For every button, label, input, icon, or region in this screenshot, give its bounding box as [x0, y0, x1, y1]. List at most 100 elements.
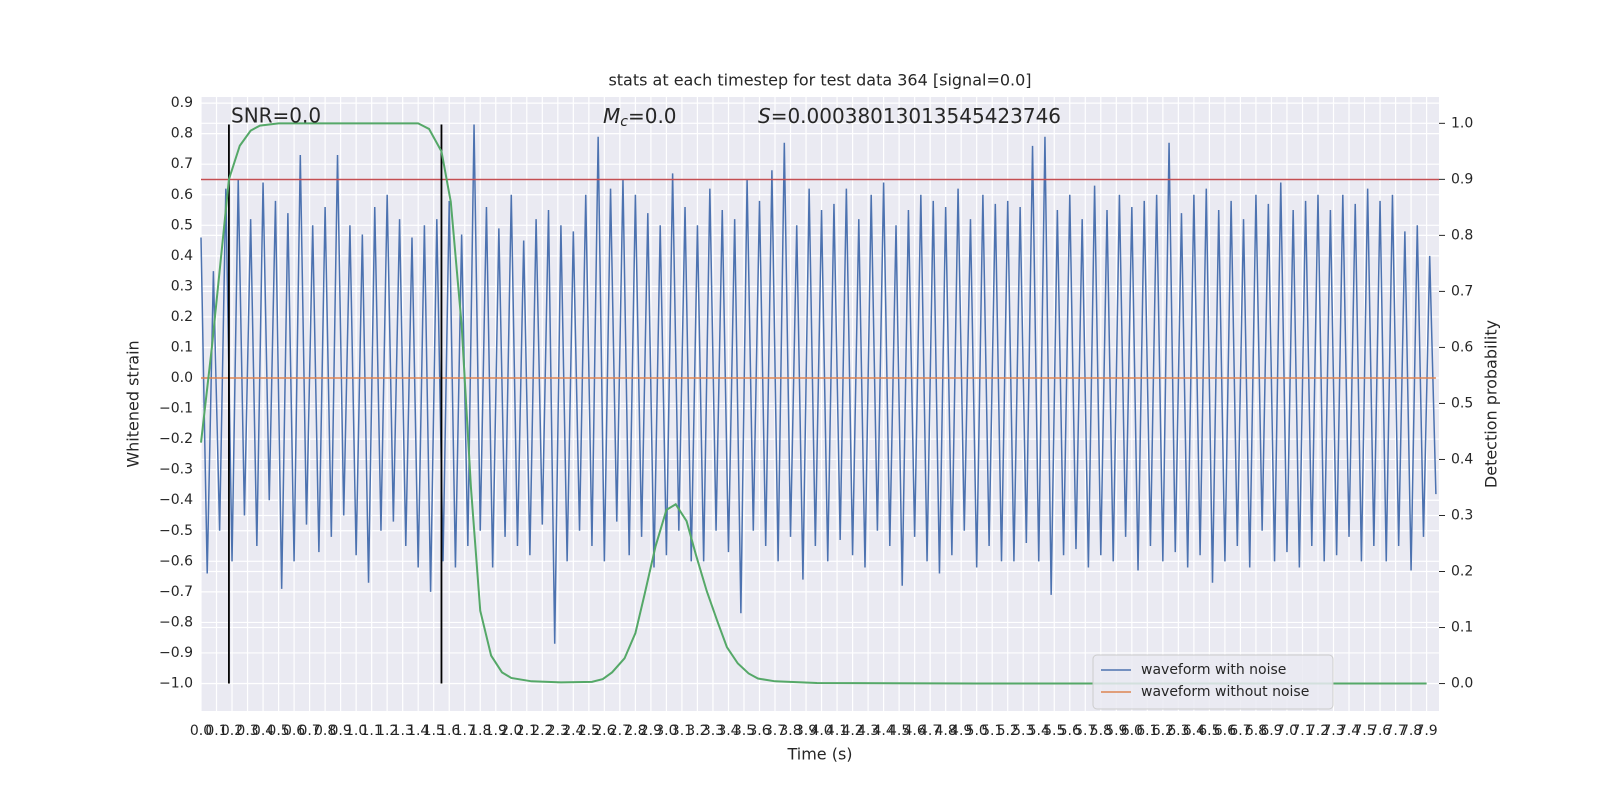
x-tick-label: 0.4 [252, 723, 274, 739]
x-tick-label: 0.2 [221, 723, 243, 739]
x-tick-label: 5.3 [1012, 723, 1034, 739]
x-tick-label: 0.0 [190, 723, 212, 739]
chart-title: stats at each timestep for test data 364… [608, 71, 1031, 90]
x-tick-label: 4.8 [935, 723, 957, 739]
x-tick-label: 2.3 [547, 723, 569, 739]
legend-label: waveform with noise [1141, 662, 1286, 678]
x-tick-label: 4.9 [950, 723, 972, 739]
y-tick-label: 0.2 [171, 309, 193, 325]
x-tick-label: 2.8 [624, 723, 646, 739]
x-tick-label: 2.0 [500, 723, 522, 739]
x-tick-label: 3.4 [717, 723, 739, 739]
x-tick-label: 4.6 [904, 723, 926, 739]
x-tick-label: 3.5 [733, 723, 755, 739]
x-tick-label: 4.1 [826, 723, 848, 739]
y2-tick-label: 0.3 [1451, 507, 1473, 523]
y-tick-label: 0.1 [171, 339, 193, 355]
x-tick-label: 5.5 [1043, 723, 1065, 739]
x-tick-label: 4.4 [872, 723, 894, 739]
x-tick-label: 7.6 [1369, 723, 1391, 739]
x-tick-label: 1.6 [438, 723, 460, 739]
x-tick-label: 4.3 [857, 723, 879, 739]
x-tick-label: 2.5 [578, 723, 600, 739]
x-tick-label: 6.5 [1198, 723, 1220, 739]
x-tick-label: 6.0 [1121, 723, 1143, 739]
x-tick-label: 7.3 [1322, 723, 1344, 739]
x-tick-label: 0.8 [314, 723, 336, 739]
mc-rest: =0.0 [628, 104, 677, 128]
x-tick-label: 3.8 [779, 723, 801, 739]
x-tick-label: 2.6 [593, 723, 615, 739]
y-tick-label: 0.5 [171, 217, 193, 233]
y-tick-label: 0.8 [171, 126, 193, 142]
y2-tick-label: 0.9 [1451, 171, 1473, 187]
x-tick-label: 4.0 [810, 723, 832, 739]
x-tick-label: 6.9 [1260, 723, 1282, 739]
x-tick-label: 5.6 [1059, 723, 1081, 739]
x-tick-label: 2.7 [609, 723, 631, 739]
x-tick-label: 2.9 [640, 723, 662, 739]
x-tick-label: 7.9 [1415, 723, 1437, 739]
x-tick-label: 5.9 [1105, 723, 1127, 739]
x-tick-label: 7.7 [1384, 723, 1406, 739]
x-tick-label: 1.9 [485, 723, 507, 739]
y-tick-label: −0.8 [159, 614, 193, 630]
x-tick-label: 3.6 [748, 723, 770, 739]
y-tick-label: 0.7 [171, 156, 193, 172]
y2-tick-label: 0.6 [1451, 339, 1473, 355]
y2-tick-label: 0.2 [1451, 564, 1473, 580]
x-tick-label: 7.0 [1276, 723, 1298, 739]
x-tick-label: 0.6 [283, 723, 305, 739]
y-tick-label: 0.6 [171, 187, 193, 203]
x-tick-label: 6.6 [1214, 723, 1236, 739]
y-tick-label: −0.1 [159, 401, 193, 417]
x-tick-label: 2.1 [516, 723, 538, 739]
x-tick-label: 1.0 [345, 723, 367, 739]
x-tick-label: 5.7 [1074, 723, 1096, 739]
x-tick-label: 1.1 [361, 723, 383, 739]
s-symbol: S [758, 104, 771, 128]
annotation-snr: SNR=0.0 [231, 104, 321, 128]
mc-symbol: M [603, 104, 620, 128]
x-tick-label: 3.0 [655, 723, 677, 739]
y2-tick-label: 1.0 [1451, 115, 1473, 131]
y-tick-label: −0.4 [159, 492, 193, 508]
annotation-mc: Mc=0.0 [603, 104, 677, 131]
y2-tick-label: 0.8 [1451, 227, 1473, 243]
y-tick-label: −0.9 [159, 645, 193, 661]
x-tick-label: 1.8 [469, 723, 491, 739]
x-tick-label: 6.2 [1152, 723, 1174, 739]
x-tick-label: 1.4 [407, 723, 429, 739]
y-tick-label: 0.4 [171, 248, 193, 264]
x-tick-label: 2.4 [562, 723, 584, 739]
x-tick-label: 6.3 [1167, 723, 1189, 739]
y2-tick-label: 0.7 [1451, 283, 1473, 299]
x-tick-label: 3.3 [702, 723, 724, 739]
x-tick-label: 4.2 [841, 723, 863, 739]
legend-box [1092, 654, 1334, 710]
x-tick-label: 1.2 [376, 723, 398, 739]
x-tick-label: 1.5 [423, 723, 445, 739]
y-tick-label: −1.0 [159, 676, 193, 692]
x-tick-label: 3.7 [764, 723, 786, 739]
y2-tick-label: 0.0 [1451, 676, 1473, 692]
probability-line [200, 122, 1427, 685]
x-tick-label: 5.1 [981, 723, 1003, 739]
x-tick-label: 5.8 [1090, 723, 1112, 739]
x-tick-label: 0.1 [205, 723, 227, 739]
mc-subscript: c [620, 114, 628, 130]
s-rest: =0.00038013013545423746 [771, 104, 1061, 128]
x-tick-label: 3.9 [795, 723, 817, 739]
x-tick-label: 7.2 [1307, 723, 1329, 739]
x-tick-label: 5.0 [966, 723, 988, 739]
y2-tick-label: 0.4 [1451, 451, 1473, 467]
marks [200, 122, 1439, 685]
x-tick-label: 7.1 [1291, 723, 1313, 739]
x-tick-label: 7.4 [1338, 723, 1360, 739]
ticks: 0.00.10.20.30.40.50.60.70.80.91.01.11.21… [159, 95, 1473, 739]
x-tick-label: 3.2 [686, 723, 708, 739]
x-tick-label: 6.4 [1183, 723, 1205, 739]
x-tick-label: 7.5 [1353, 723, 1375, 739]
